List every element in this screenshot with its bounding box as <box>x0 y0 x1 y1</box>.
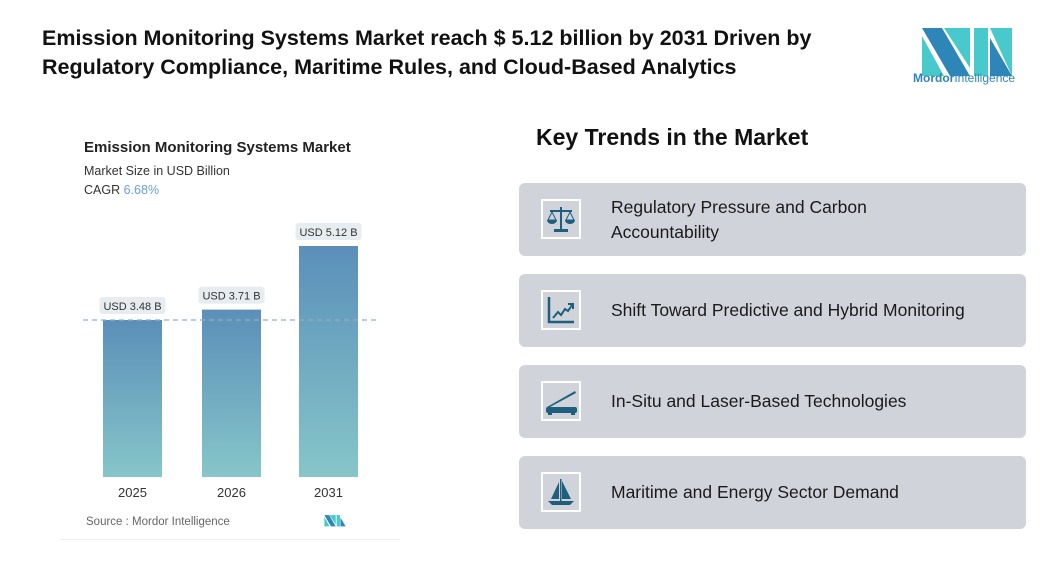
trend-card: Maritime and Energy Sector Demand <box>519 456 1026 529</box>
bar-chart: USD 3.48 B 2025 USD 3.71 B 2026 USD 5.12 B 20… <box>83 223 380 500</box>
trend-label: Shift Toward Predictive and Hybrid Monit… <box>611 300 965 320</box>
data-label-bg <box>198 286 265 304</box>
mordor-logo-icon <box>922 28 1012 76</box>
bar-2025 <box>103 319 162 477</box>
trend-card: Shift Toward Predictive and Hybrid Monit… <box>519 274 1026 347</box>
trend-label: Maritime and Energy Sector Demand <box>611 482 899 502</box>
laser-device-icon <box>541 381 581 421</box>
trend-label: Regulatory Pressure and Carbon Accountab… <box>611 196 867 242</box>
data-label: USD 3.71 B <box>202 291 260 303</box>
scales-icon <box>541 199 581 239</box>
x-tick-label: 2031 <box>314 485 343 500</box>
headline: Emission Monitoring Systems Market reach… <box>42 26 812 79</box>
trend-card: In-Situ and Laser-Based Technologies <box>519 365 1026 438</box>
source-logo-icon <box>324 515 346 527</box>
trend-card: Regulatory Pressure and Carbon Accountab… <box>519 183 1026 256</box>
trend-label: In-Situ and Laser-Based Technologies <box>611 391 907 411</box>
bar-2031 <box>299 246 358 477</box>
x-tick-label: 2026 <box>217 485 246 500</box>
chart-cagr: CAGR 6.68% <box>84 183 160 197</box>
chart-subtitle: Market Size in USD Billion <box>84 164 230 178</box>
data-label: USD 5.12 B <box>299 227 357 239</box>
data-label-bg <box>99 296 166 314</box>
data-label-bg <box>295 223 362 240</box>
x-tick-label: 2025 <box>118 485 147 500</box>
logo-text: MordorIntelligence <box>913 71 1016 85</box>
sailboat-icon <box>541 472 581 512</box>
chart-title: Emission Monitoring Systems Market <box>84 139 351 156</box>
data-label: USD 3.48 B <box>103 301 161 313</box>
trends-title: Key Trends in the Market <box>536 124 809 150</box>
chart-source: Source : Mordor Intelligence <box>86 516 230 528</box>
bar-2026 <box>202 309 261 477</box>
trend-chart-icon <box>541 290 581 330</box>
